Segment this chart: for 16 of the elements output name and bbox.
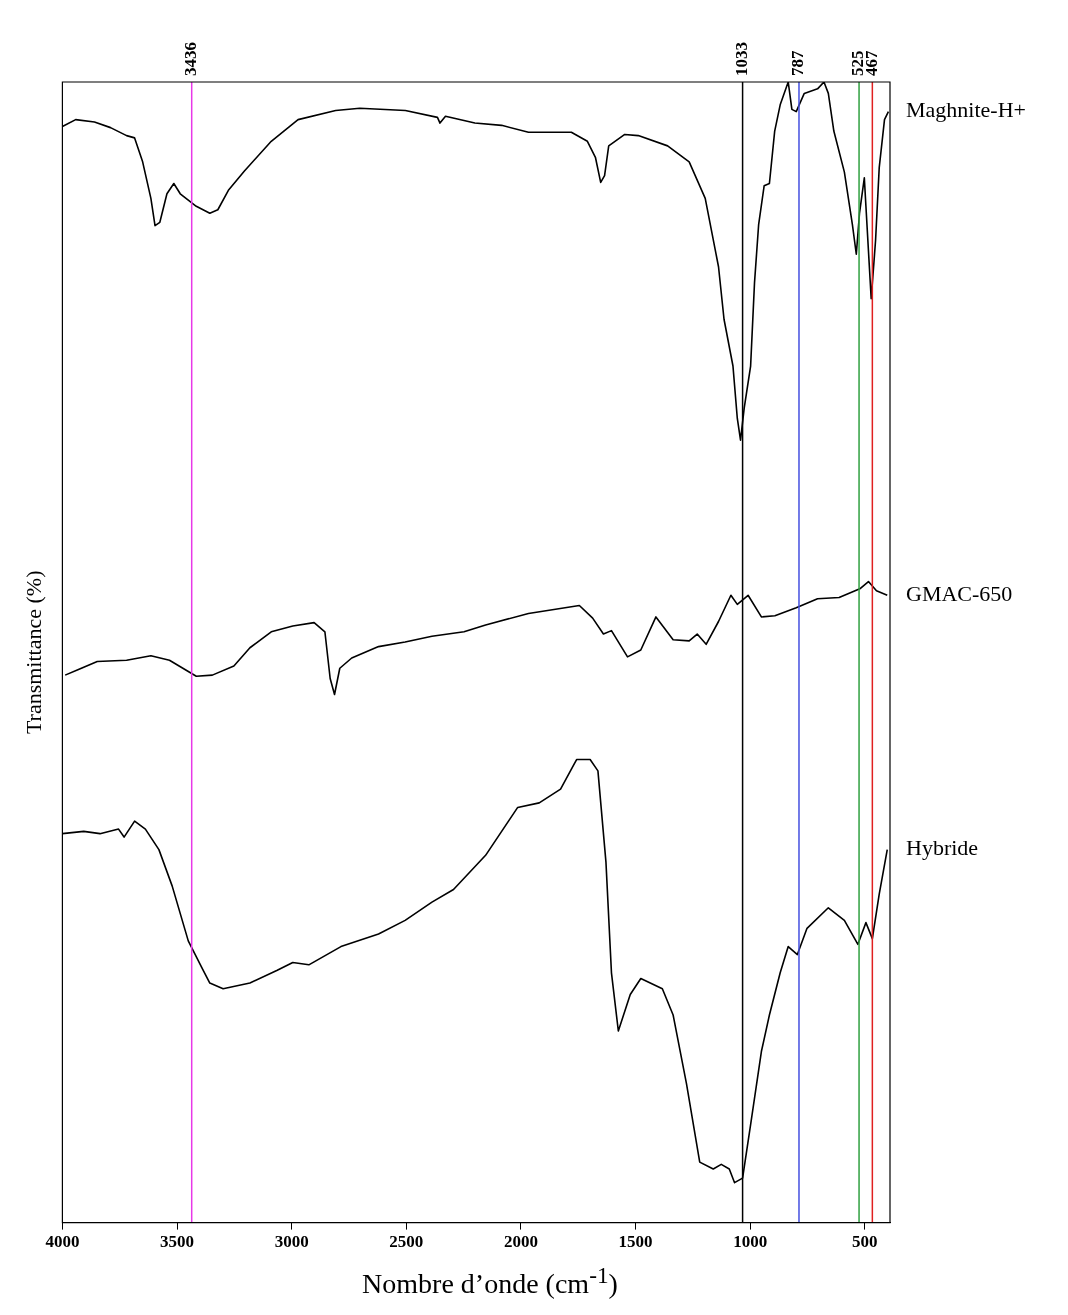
series-label: Maghnite-H+ bbox=[906, 97, 1026, 123]
x-tick-label: 2000 bbox=[503, 1232, 538, 1252]
ref-line-label: 3436 bbox=[181, 42, 201, 76]
x-tick-label: 3500 bbox=[160, 1232, 195, 1252]
y-axis-title: Transmittance (%) bbox=[20, 570, 46, 735]
x-tick-label: 4000 bbox=[45, 1232, 80, 1252]
ref-line-label: 787 bbox=[788, 50, 808, 76]
x-tick-label: 2500 bbox=[389, 1232, 424, 1252]
x-tick-label: 1500 bbox=[618, 1232, 653, 1252]
ref-line-label: 1033 bbox=[731, 42, 751, 76]
series-label: Hybride bbox=[906, 835, 979, 861]
x-tick-label: 3000 bbox=[274, 1232, 309, 1252]
x-tick-label: 1000 bbox=[733, 1232, 768, 1252]
x-axis-title: Nombre d’onde (cm$^{-1}$) bbox=[361, 1262, 619, 1301]
x-tick-label: 500 bbox=[852, 1232, 878, 1252]
series-label: GMAC-650 bbox=[906, 581, 1013, 607]
